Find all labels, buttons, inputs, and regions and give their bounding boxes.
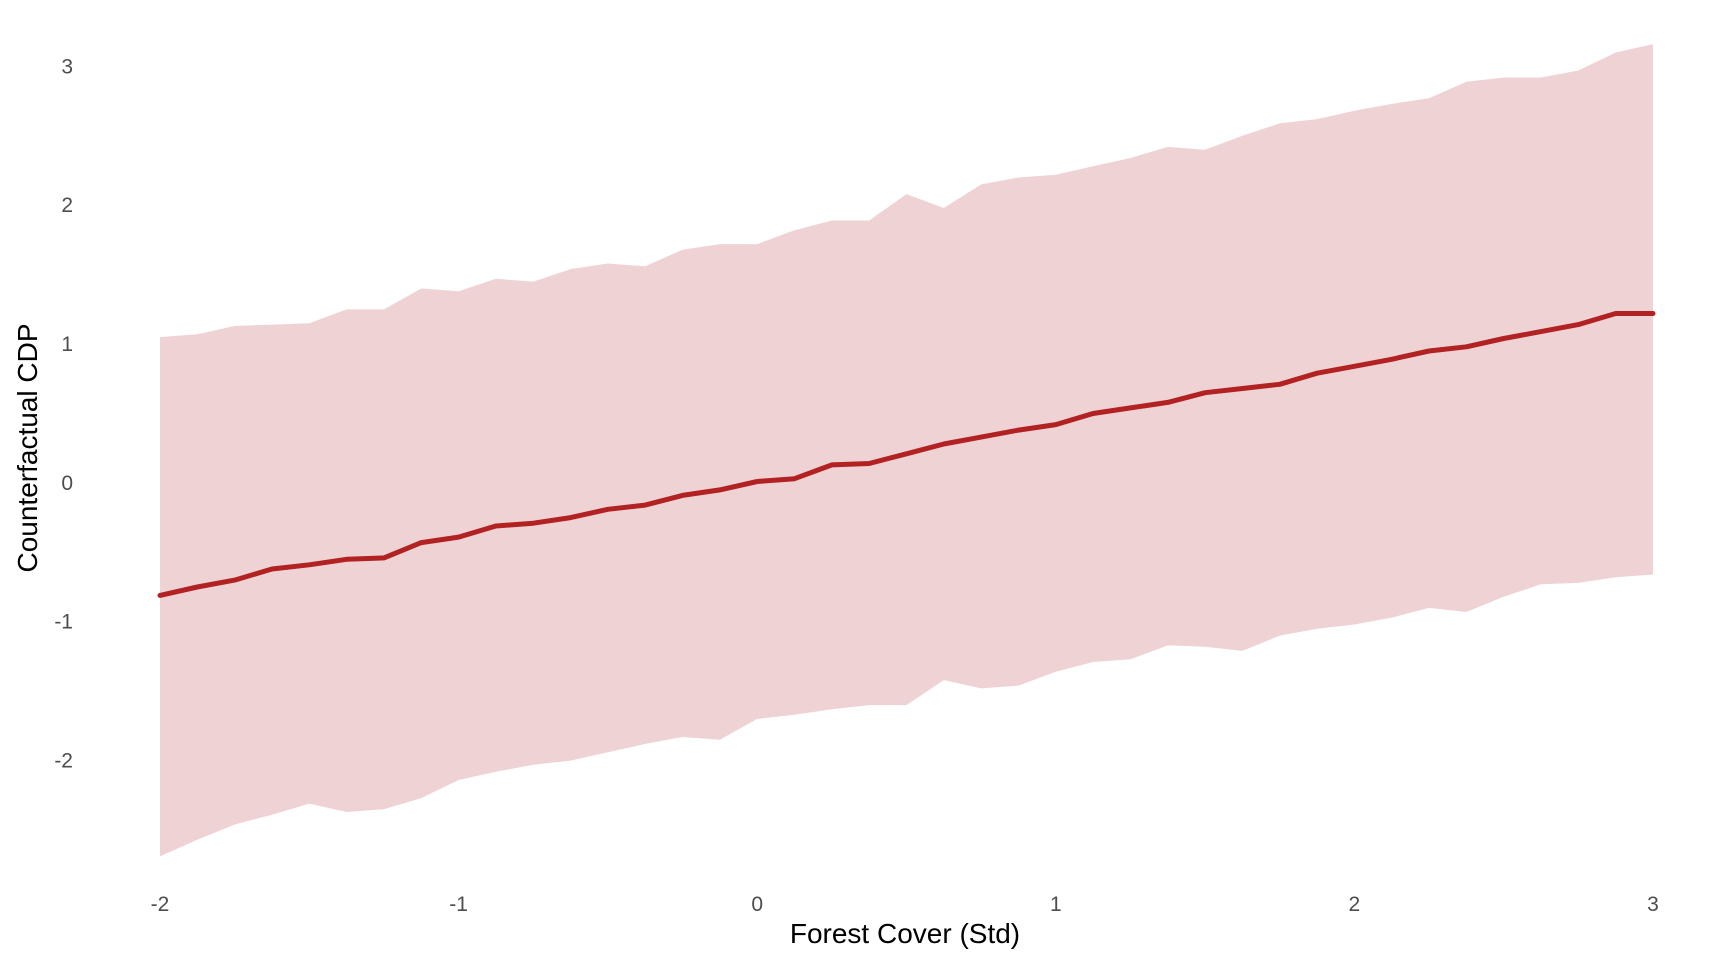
- y-axis-ticks: -2 -1 0 1 2 3: [54, 55, 73, 772]
- y-axis-title: Counterfactual CDP: [12, 323, 43, 572]
- y-tick-label: -1: [54, 611, 73, 634]
- y-tick-label: 2: [61, 194, 73, 217]
- x-tick-label: 1: [1050, 893, 1062, 916]
- series-line: [157, 311, 1656, 598]
- x-tick-label: -2: [151, 893, 170, 916]
- y-tick-label: 1: [61, 333, 73, 356]
- x-tick-label: 3: [1647, 893, 1659, 916]
- confidence-band: [160, 44, 1653, 857]
- x-tick-label: -1: [449, 893, 468, 916]
- y-tick-label: 0: [61, 472, 73, 495]
- x-tick-label: 2: [1349, 893, 1361, 916]
- y-tick-label: 3: [61, 55, 73, 78]
- x-axis-title: Forest Cover (Std): [790, 918, 1020, 949]
- y-tick-label: -2: [54, 750, 73, 773]
- x-axis-ticks: -2 -1 0 1 2 3: [151, 893, 1659, 916]
- x-tick-label: 0: [751, 893, 763, 916]
